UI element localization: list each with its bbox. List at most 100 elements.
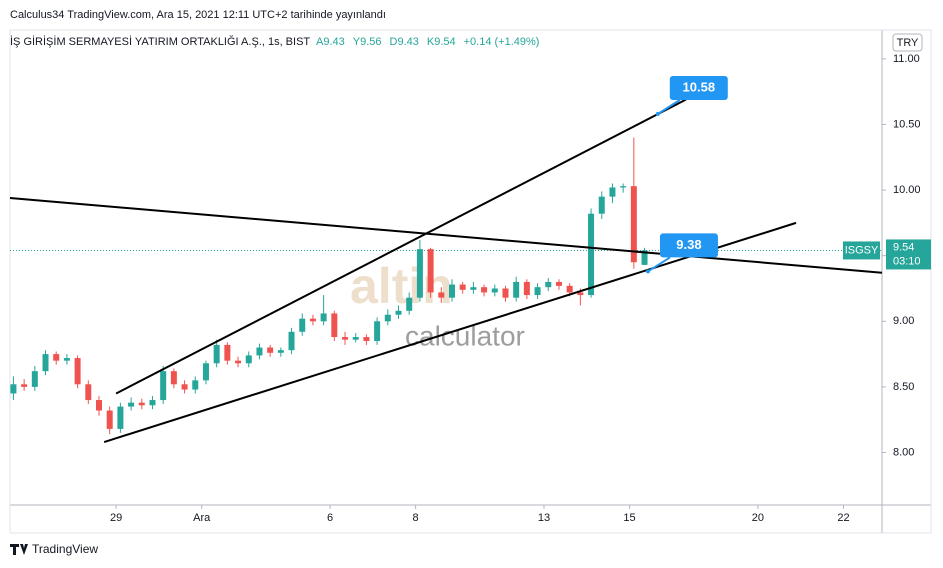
- candle-body: [277, 350, 284, 353]
- candle-body: [53, 354, 60, 361]
- candle-body: [342, 337, 349, 340]
- candle-body: [128, 402, 135, 407]
- candle-body: [438, 292, 445, 298]
- candle-body: [630, 186, 637, 263]
- candle-body: [74, 358, 81, 385]
- legend-item: A9.43: [316, 36, 345, 48]
- candle-body: [641, 250, 648, 265]
- x-tick-label: 20: [752, 512, 764, 524]
- legend-item: K9.54: [427, 36, 456, 48]
- candle-body: [395, 310, 402, 315]
- candle-body: [620, 186, 627, 188]
- candle-body: [598, 196, 605, 214]
- candle-body: [138, 402, 145, 406]
- candle-body: [106, 410, 113, 429]
- candle-body: [213, 344, 220, 364]
- trend-line: [115, 98, 687, 395]
- candle-body: [448, 284, 455, 298]
- x-tick-label: 22: [837, 512, 849, 524]
- candle-body: [588, 213, 595, 296]
- candle-body: [577, 292, 584, 296]
- symbol: İŞ GİRİŞİM SERMAYESİ YATIRIM ORTAKLIĞI A…: [10, 35, 310, 48]
- candle-body: [235, 360, 242, 364]
- candle-body: [534, 287, 541, 296]
- currency: TRY: [897, 37, 919, 49]
- x-tick-label: 29: [110, 512, 122, 524]
- callout-label: 9.38: [676, 237, 701, 252]
- candle-body: [502, 288, 509, 298]
- candle-body: [459, 284, 466, 290]
- candle-body: [181, 384, 188, 390]
- candle-body: [384, 314, 391, 322]
- candle-body: [416, 249, 423, 298]
- candle-body: [117, 406, 124, 429]
- candle-body: [566, 285, 573, 293]
- countdown: 03:10: [893, 255, 921, 267]
- legend-item: Y9.56: [353, 36, 382, 48]
- candle-body: [288, 331, 295, 351]
- candle-body: [545, 281, 552, 288]
- candle-body: [331, 313, 338, 338]
- candle-body: [267, 347, 274, 353]
- candle-body: [256, 347, 263, 356]
- footer-logo: [10, 544, 28, 555]
- candle-body: [10, 384, 17, 394]
- trend-line: [9, 196, 883, 274]
- candle-body: [21, 384, 28, 387]
- candle-body: [481, 287, 488, 293]
- currency-box: [892, 33, 923, 52]
- y-tick-label: 8.50: [893, 381, 914, 393]
- candle-body: [513, 281, 520, 298]
- legend-item: D9.43: [390, 36, 419, 48]
- y-tick-label: 9.00: [893, 315, 914, 327]
- candle-body: [42, 354, 49, 372]
- callout-box: [669, 75, 728, 100]
- candle-body: [491, 288, 498, 293]
- candle-body: [85, 384, 92, 401]
- candle-body: [352, 337, 359, 340]
- candle-body: [363, 337, 370, 341]
- callout-pointer: [657, 99, 681, 115]
- watermark: altin: [350, 258, 453, 314]
- candle-body: [160, 371, 167, 401]
- candle-body: [299, 318, 306, 332]
- x-tick-label: 13: [538, 512, 550, 524]
- callout-pointer: [647, 256, 671, 273]
- footer: TradingView: [32, 542, 98, 556]
- callout-anchor: [655, 111, 660, 116]
- candle-body: [63, 358, 70, 361]
- candle-body: [374, 321, 381, 341]
- candle-body: [609, 187, 616, 197]
- price-label: 9.54: [893, 241, 914, 253]
- candle-body: [192, 380, 199, 390]
- callout-label: 10.58: [683, 79, 716, 94]
- candle-body: [470, 287, 477, 290]
- candle-body: [170, 371, 177, 385]
- candle-body: [202, 363, 209, 381]
- candle-body: [427, 249, 434, 293]
- x-tick-label: 6: [327, 512, 333, 524]
- candle-body: [149, 400, 156, 406]
- candle-body: [31, 371, 38, 387]
- x-tick-label: 15: [623, 512, 635, 524]
- candle-body: [95, 400, 102, 411]
- watermark: calculator: [405, 320, 525, 351]
- trend-line: [103, 221, 797, 443]
- candle-body: [320, 313, 327, 322]
- price-box: [886, 239, 931, 270]
- header: Calculus34 TradingView.com, Ara 15, 2021…: [10, 9, 386, 21]
- frame: [9, 29, 932, 534]
- y-tick-label: 10.00: [893, 184, 921, 196]
- callout-anchor: [645, 269, 650, 274]
- candle-body: [309, 318, 316, 322]
- ticker: ISGSY: [845, 244, 879, 256]
- legend-item: +0.14 (+1.49%): [464, 36, 540, 48]
- x-tick-label: Ara: [193, 512, 211, 524]
- candle-body: [224, 344, 231, 361]
- candle-body: [406, 297, 413, 311]
- y-tick-label: 8.00: [893, 446, 914, 458]
- y-tick-label: 11.00: [893, 53, 920, 65]
- ticker-box: [843, 241, 880, 260]
- y-tick-label: 10.50: [893, 118, 921, 130]
